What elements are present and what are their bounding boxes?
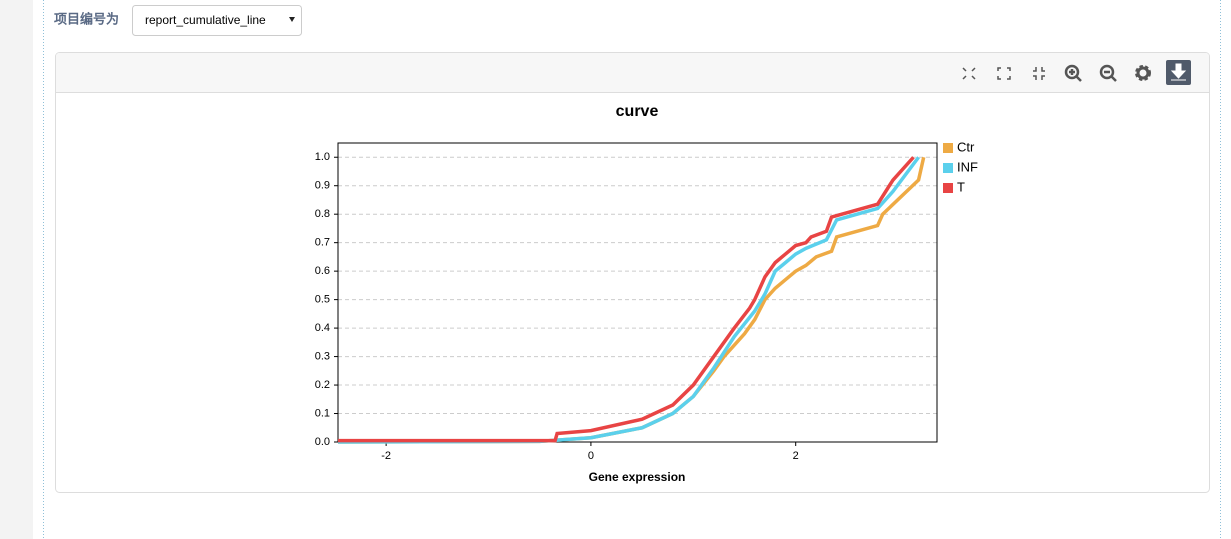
series-line bbox=[337, 156, 920, 444]
panel-header bbox=[56, 53, 1209, 93]
series-line bbox=[338, 156, 915, 443]
y-tick-label: 0.3 bbox=[315, 350, 330, 362]
legend-label: INF bbox=[957, 159, 978, 174]
y-tick-label: 1.0 bbox=[315, 151, 330, 163]
legend-swatch bbox=[943, 143, 953, 153]
y-tick-label: 0.7 bbox=[315, 237, 330, 249]
shrink-icon[interactable] bbox=[1033, 67, 1045, 80]
y-tick-label: 0.1 bbox=[315, 407, 330, 419]
select[interactable]: report_cumulative_line bbox=[132, 5, 302, 36]
field-label: 项目编号为 bbox=[54, 11, 119, 26]
y-tick-label: 0.4 bbox=[315, 322, 330, 334]
select-arrow bbox=[289, 17, 295, 22]
y-tick-label: 0.6 bbox=[315, 265, 330, 277]
legend-label: Ctr bbox=[957, 139, 975, 154]
x-tick-label: 2 bbox=[793, 450, 799, 462]
gear-ring[interactable] bbox=[1136, 66, 1150, 80]
zoom-out-glass[interactable] bbox=[1099, 64, 1115, 80]
plot-frame bbox=[337, 142, 938, 443]
y-tick-label: 0.9 bbox=[315, 180, 330, 192]
legend-label: T bbox=[957, 179, 965, 194]
y-tick-label: 0.0 bbox=[315, 436, 330, 448]
y-tick-label: 0.8 bbox=[315, 208, 330, 220]
chart-title: curve bbox=[616, 103, 659, 120]
x-tick-label: 0 bbox=[588, 450, 594, 462]
legend-swatch bbox=[943, 163, 953, 173]
expand-icon[interactable] bbox=[962, 67, 976, 80]
y-tick-label: 0.5 bbox=[315, 294, 330, 306]
x-axis-title: Gene expression bbox=[589, 470, 686, 484]
zoom-in-glass[interactable] bbox=[1064, 64, 1080, 80]
fullscreen-icon[interactable] bbox=[997, 67, 1011, 80]
zoom-out-mark[interactable] bbox=[1104, 70, 1117, 82]
select-value[interactable]: report_cumulative_line bbox=[145, 13, 266, 27]
settings-icon[interactable] bbox=[1135, 65, 1151, 81]
download-arrow[interactable] bbox=[1170, 63, 1187, 81]
y-tick-label: 0.2 bbox=[315, 379, 330, 391]
side-strip bbox=[0, 0, 33, 539]
select-box[interactable] bbox=[132, 5, 302, 36]
zoom-in-mark[interactable] bbox=[1069, 69, 1082, 82]
download-icon[interactable] bbox=[1166, 60, 1191, 85]
legend-swatch bbox=[943, 183, 953, 193]
zoom-out-icon[interactable] bbox=[1099, 64, 1117, 82]
zoom-in-icon[interactable] bbox=[1064, 64, 1082, 82]
x-tick-label: -2 bbox=[381, 450, 391, 462]
